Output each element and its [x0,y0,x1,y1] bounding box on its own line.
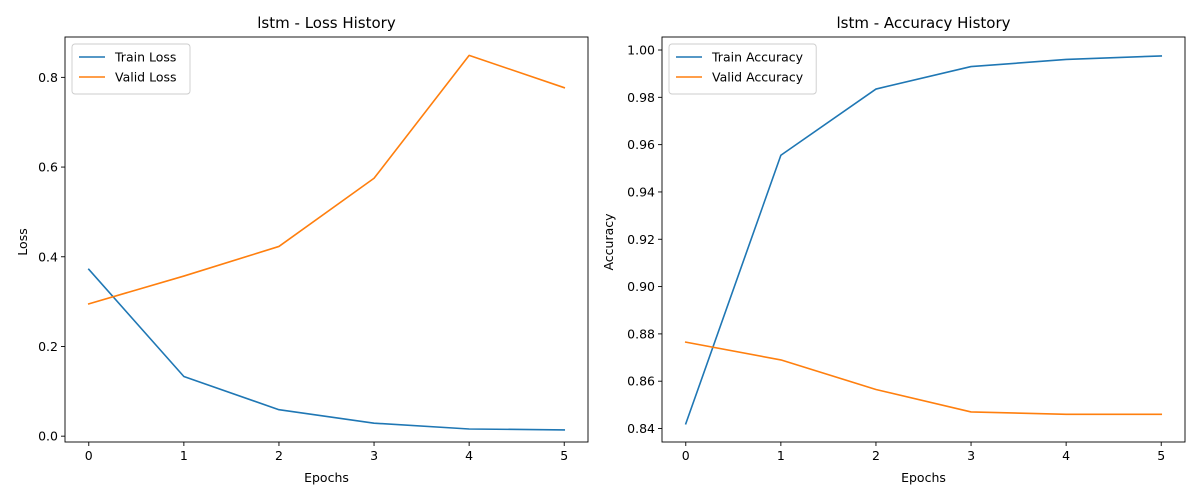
x-tick-label: 5 [560,448,568,463]
y-tick-label: 0.96 [627,137,655,152]
accuracy-chart: lstm - Accuracy History Epochs Accuracy … [601,14,1186,485]
legend: Train Loss Valid Loss [71,43,191,95]
x-tick-label: 2 [872,448,880,463]
legend-frame [668,43,817,95]
y-tick-label: 0.86 [627,374,655,389]
legend-label: Train Loss [114,50,176,65]
chart-title: lstm - Accuracy History [836,14,1010,32]
x-ticks: 0 1 2 3 4 5 [85,442,568,463]
y-axis-label: Accuracy [601,213,616,271]
y-tick-label: 0.88 [627,326,655,341]
legend-label: Valid Accuracy [712,70,804,85]
y-tick-label: 0.84 [627,421,655,436]
legend: Train Accuracy Valid Accuracy [668,43,817,95]
x-tick-label: 4 [1062,448,1070,463]
legend-label: Train Accuracy [711,50,804,65]
x-tick-label: 4 [465,448,473,463]
y-ticks: 0.84 0.86 0.88 0.90 0.92 0.94 0.96 0.98 1.00 [627,43,662,436]
plot-frame [661,36,1186,443]
y-tick-label: 0.0 [38,429,58,444]
legend-label: Valid Loss [115,70,177,85]
x-tick-label: 3 [370,448,378,463]
x-axis-label: Epochs [901,470,946,485]
x-tick-label: 1 [180,448,188,463]
series-line-1 [684,341,1163,416]
y-tick-label: 1.00 [627,43,655,58]
y-tick-label: 0.6 [38,160,58,175]
y-tick-label: 0.94 [627,184,655,199]
chart-title: lstm - Loss History [257,14,396,32]
y-axis-label: Loss [15,228,30,255]
plot-frame [64,36,589,443]
x-tick-label: 2 [275,448,283,463]
series-lines [684,55,1163,425]
y-tick-label: 0.4 [38,249,58,264]
y-tick-label: 0.98 [627,90,655,105]
loss-chart: lstm - Loss History Epochs Loss 0 1 2 3 4 5 0… [15,14,589,485]
series-lines [87,54,566,431]
y-tick-label: 0.8 [38,70,58,85]
x-axis-label: Epochs [304,470,349,485]
x-tick-label: 0 [682,448,690,463]
x-tick-label: 5 [1157,448,1165,463]
x-tick-label: 0 [85,448,93,463]
x-tick-label: 1 [777,448,785,463]
y-tick-label: 0.90 [627,279,655,294]
series-line-0 [684,55,1163,425]
y-tick-label: 0.92 [627,232,655,247]
x-ticks: 0 1 2 3 4 5 [682,442,1165,463]
y-tick-label: 0.2 [38,339,58,354]
y-ticks: 0.0 0.2 0.4 0.6 0.8 [38,70,65,444]
series-line-0 [87,268,566,431]
x-tick-label: 3 [967,448,975,463]
series-line-1 [87,54,566,305]
